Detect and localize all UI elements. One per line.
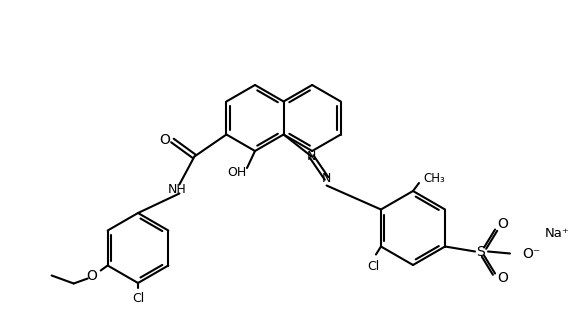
Text: N: N (307, 150, 316, 163)
Text: O: O (159, 134, 170, 148)
Text: O: O (498, 271, 509, 285)
Text: Cl: Cl (367, 260, 379, 273)
Text: O: O (86, 270, 97, 284)
Text: S: S (476, 245, 484, 259)
Text: O⁻: O⁻ (522, 246, 540, 261)
Text: Cl: Cl (132, 291, 144, 305)
Text: N: N (322, 172, 331, 185)
Text: O: O (498, 217, 509, 232)
Text: OH: OH (227, 167, 247, 179)
Text: CH₃: CH₃ (423, 173, 444, 186)
Text: Na⁺: Na⁺ (545, 227, 570, 240)
Text: NH: NH (168, 183, 187, 196)
